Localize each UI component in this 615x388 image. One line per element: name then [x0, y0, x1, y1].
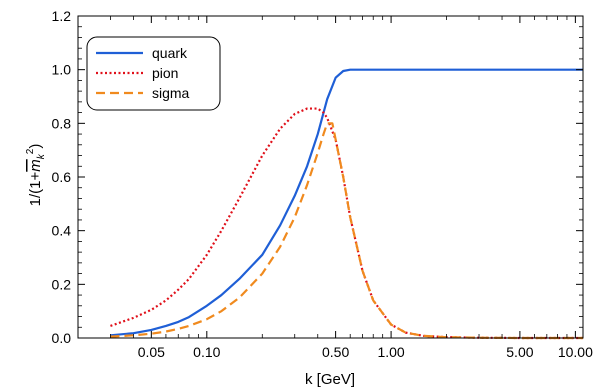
legend-label-sigma: sigma: [152, 85, 190, 101]
y-axis-label: 1/(1+mk2): [25, 144, 47, 207]
y-axis-label-suffix: ): [27, 144, 44, 149]
legend: quark pion sigma: [86, 36, 221, 111]
x-tick-label: 0.05: [138, 344, 165, 360]
legend-label-quark: quark: [152, 45, 188, 61]
y-tick-label: 0.2: [52, 276, 72, 292]
plot-curves: [110, 68, 583, 340]
y-tick-label: 1.0: [52, 62, 72, 78]
y-axis-label-sub: k: [36, 153, 47, 159]
y-tick-label: 0.4: [52, 223, 72, 239]
series-quark-line: [110, 68, 583, 337]
x-axis-label: k [GeV]: [305, 371, 355, 388]
plot-axes: [77, 15, 584, 339]
x-tick-label: 0.10: [193, 344, 220, 360]
series-pion-line: [110, 107, 583, 340]
x-tick-label: 0.50: [322, 344, 349, 360]
y-tick-label: 0.0: [52, 330, 72, 346]
y-axis-label-sup: 2: [25, 148, 36, 154]
tick-labels: 0.05 0.10 0.50 1.00 5.00 10.00 0.0 0.2 0.4 0.6 0.8…: [52, 8, 594, 360]
x-tick-label: 5.00: [506, 344, 533, 360]
y-tick-label: 0.6: [52, 169, 72, 185]
series-sigma-line: [110, 122, 583, 340]
y-tick-label: 0.8: [52, 115, 72, 131]
y-axis-label-mbar: m: [27, 159, 44, 172]
y-tick-label: 1.2: [52, 8, 72, 24]
x-tick-label: 1.00: [377, 344, 404, 360]
x-tick-label: 10.00: [558, 344, 593, 360]
legend-box: [86, 36, 221, 111]
legend-label-pion: pion: [152, 65, 178, 81]
y-axis-label-prefix: 1/(1+: [27, 171, 44, 206]
